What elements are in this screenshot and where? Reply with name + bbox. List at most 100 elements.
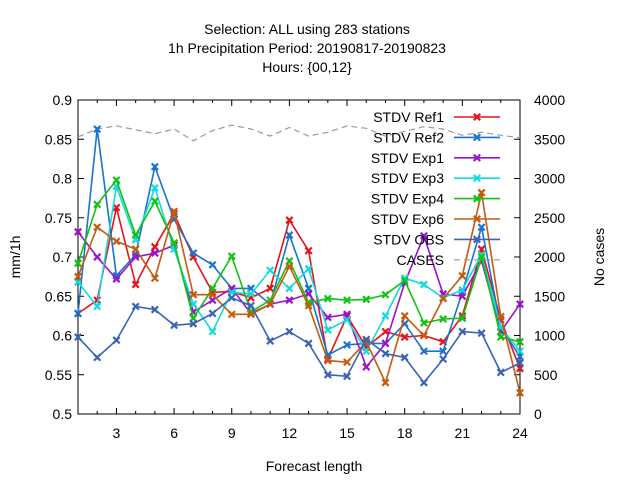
legend-label-stdv-ref2: STDV Ref2: [373, 129, 444, 145]
point-stdv-exp4: [150, 197, 159, 206]
series-layer: [74, 124, 524, 397]
series-line-stdv-exp6: [77, 192, 521, 393]
point-stdv-exp6: [246, 310, 255, 319]
x-tick-label: 9: [228, 425, 236, 441]
point-stdv-obs: [343, 372, 352, 381]
point-stdv-obs: [246, 301, 255, 310]
point-stdv-exp4: [381, 290, 390, 299]
point-stdv-exp3: [208, 327, 217, 336]
point-stdv-exp3: [516, 347, 524, 356]
legend-label-stdv-exp1: STDV Exp1: [371, 150, 444, 166]
legend-marker-stdv-ref2: [473, 133, 481, 142]
point-stdv-exp4: [516, 337, 524, 346]
point-stdv-obs: [439, 355, 448, 364]
point-stdv-ref1: [266, 284, 275, 293]
point-stdv-exp1: [150, 249, 159, 258]
point-stdv-exp4: [400, 276, 409, 285]
point-stdv-exp4: [496, 333, 505, 342]
point-stdv-exp3: [150, 183, 159, 192]
point-stdv-obs: [458, 327, 467, 336]
point-stdv-exp3: [246, 289, 255, 298]
point-stdv-ref1: [150, 242, 159, 251]
point-stdv-exp6: [304, 301, 313, 310]
point-stdv-obs: [227, 293, 236, 302]
point-stdv-exp3: [381, 311, 390, 320]
point-stdv-exp1: [516, 300, 524, 309]
chart-title-line-2: 1h Precipitation Period: 20190817-201908…: [168, 40, 446, 56]
point-stdv-exp6: [400, 311, 409, 320]
y2-tick-label: 1000: [534, 328, 565, 344]
point-stdv-ref2: [93, 125, 102, 134]
point-stdv-ref1: [112, 203, 121, 212]
point-stdv-exp1: [131, 253, 140, 261]
point-stdv-exp6: [93, 223, 102, 232]
point-stdv-exp6: [439, 294, 448, 303]
point-stdv-obs: [362, 335, 371, 344]
point-stdv-exp6: [227, 310, 236, 319]
point-stdv-exp4: [343, 296, 352, 305]
point-stdv-ref1: [285, 216, 294, 225]
point-stdv-exp6: [208, 290, 217, 299]
y2-tick-label: 1500: [534, 288, 565, 304]
legend-label-stdv-ref1: STDV Ref1: [373, 109, 444, 125]
y-tick-label: 0.85: [45, 131, 72, 147]
point-stdv-exp6: [323, 356, 332, 365]
point-stdv-exp4: [112, 176, 121, 185]
point-stdv-obs: [477, 329, 486, 338]
legend-marker-stdv-exp6: [473, 215, 481, 223]
y-tick-label: 0.55: [45, 367, 72, 383]
legend-label-cases: CASES: [397, 252, 444, 268]
series-line-stdv-obs: [77, 296, 521, 384]
point-stdv-exp6: [285, 262, 294, 271]
point-stdv-exp6: [170, 207, 179, 216]
point-stdv-exp3: [323, 326, 332, 334]
point-stdv-ref2: [439, 347, 448, 356]
point-stdv-exp3: [93, 302, 102, 311]
point-stdv-exp3: [266, 266, 275, 275]
legend-label-stdv-exp4: STDV Exp4: [371, 191, 444, 207]
point-stdv-exp6: [74, 272, 82, 281]
point-stdv-exp3: [343, 315, 352, 324]
y-tick-label: 0.9: [53, 92, 73, 108]
x-tick-label: 6: [170, 425, 178, 441]
point-stdv-exp4: [362, 295, 371, 304]
series-line-stdv-exp1: [77, 231, 521, 369]
plot-frame: [77, 99, 521, 415]
point-stdv-ref1: [304, 246, 313, 255]
point-stdv-exp1: [74, 227, 82, 236]
legend-label-stdv-exp6: STDV Exp6: [371, 211, 444, 227]
y2-tick-label: 3500: [534, 131, 565, 147]
point-stdv-exp4: [227, 252, 236, 261]
point-stdv-ref1: [400, 333, 409, 342]
point-stdv-ref2: [150, 162, 159, 171]
x-tick-label: 18: [397, 425, 413, 441]
x-tick-label: 3: [113, 425, 121, 441]
series-line-cases: [77, 124, 521, 142]
x-axis-label: Forecast length: [266, 458, 363, 474]
chart-title-line-3: Hours: {00,12}: [262, 59, 352, 75]
y-tick-label: 0.6: [53, 328, 73, 344]
y-tick-label: 0.65: [45, 288, 72, 304]
point-stdv-exp6: [458, 271, 467, 280]
point-stdv-exp6: [516, 388, 524, 397]
point-stdv-obs: [266, 337, 275, 345]
point-stdv-exp4: [419, 318, 428, 327]
legend-label-stdv-exp3: STDV Exp3: [371, 170, 444, 186]
point-stdv-obs: [208, 309, 217, 318]
chart-title-line-1: Selection: ALL using 283 stations: [204, 21, 410, 37]
x-tick-label: 21: [455, 425, 471, 441]
point-stdv-exp3: [304, 264, 313, 273]
y2-tick-label: 4000: [534, 92, 565, 108]
y2-tick-label: 2000: [534, 249, 565, 265]
point-stdv-obs: [189, 319, 198, 328]
y-tick-label: 0.5: [53, 406, 73, 422]
point-stdv-obs: [400, 353, 409, 362]
point-stdv-exp1: [285, 296, 294, 305]
point-stdv-ref1: [131, 280, 140, 289]
point-stdv-exp3: [400, 274, 409, 283]
point-stdv-obs: [112, 336, 121, 345]
point-stdv-ref2: [285, 231, 294, 239]
point-stdv-exp1: [381, 339, 390, 348]
